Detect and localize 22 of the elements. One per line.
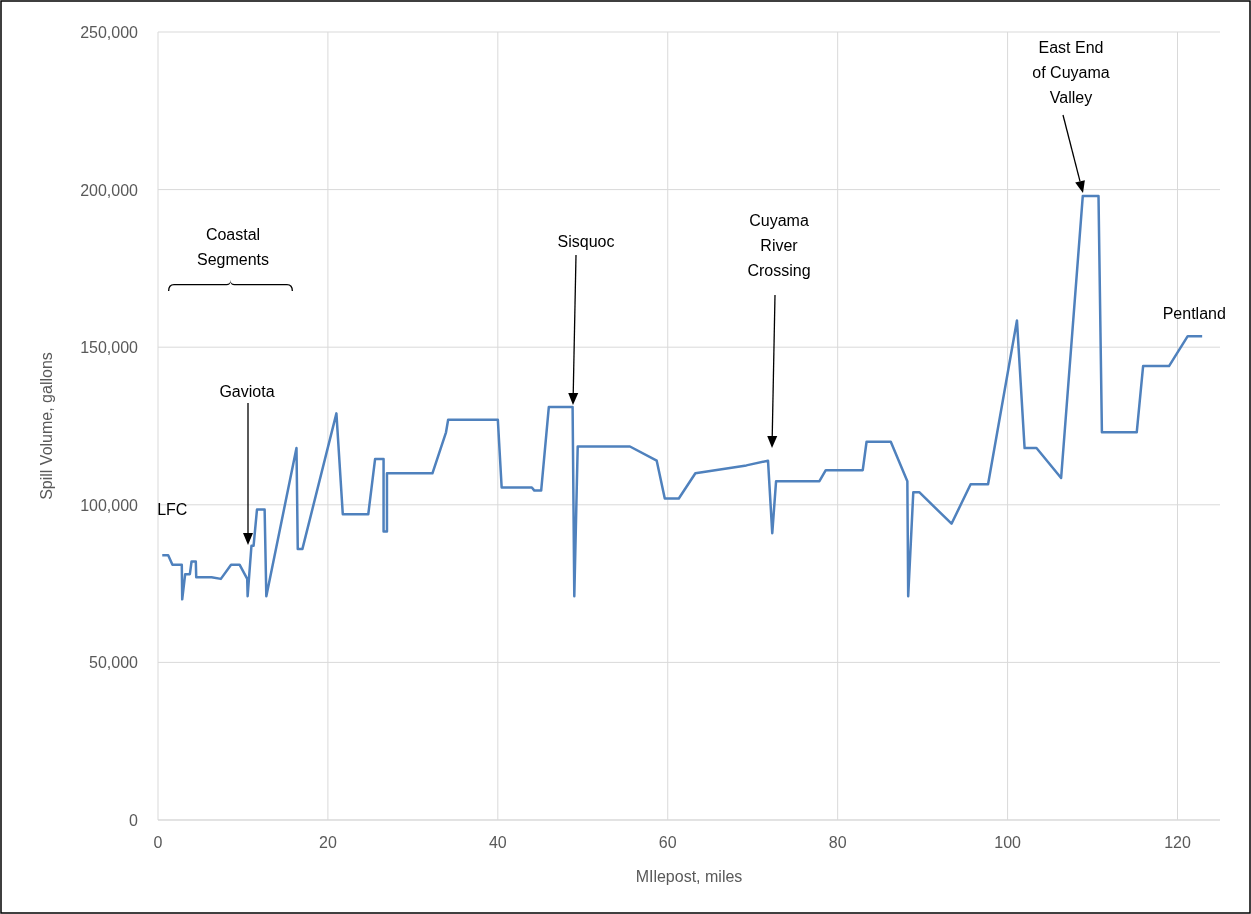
y-tick-label: 100,000 <box>80 496 139 514</box>
annotation: Gaviota <box>219 383 275 400</box>
x-tick-label: 40 <box>488 834 507 851</box>
x-tick-label: 20 <box>319 834 337 851</box>
x-tick-label: 60 <box>658 834 677 851</box>
x-axis-title: MIlepost, miles <box>635 868 743 885</box>
annotation: Pentland <box>1162 304 1226 322</box>
y-tick-label: 50,000 <box>89 654 139 672</box>
x-tick-label: 0 <box>153 834 163 851</box>
annotation: LFC <box>157 501 188 519</box>
y-tick-label: 250,000 <box>80 24 139 41</box>
annotation: East End of Cuyama Valley <box>1032 39 1110 106</box>
annotation: Cuyama River Crossing <box>747 212 811 279</box>
x-tick-label: 120 <box>1164 834 1191 851</box>
y-tick-label: 150,000 <box>80 339 139 357</box>
x-tick-label: 100 <box>994 834 1022 851</box>
y-axis-title: Spill Volume, gallons <box>38 352 55 500</box>
y-tick-label: 0 <box>129 812 139 829</box>
x-tick-label: 80 <box>828 834 847 851</box>
annotation: Coastal Segments <box>196 226 270 268</box>
y-tick-label: 200,000 <box>80 181 139 199</box>
annotation: Sisquoc <box>557 233 615 250</box>
